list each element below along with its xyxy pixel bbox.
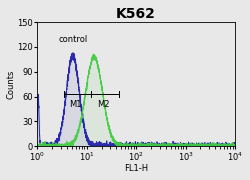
Text: M2: M2 xyxy=(97,100,109,109)
Text: M1: M1 xyxy=(70,100,82,109)
X-axis label: FL1-H: FL1-H xyxy=(124,164,148,173)
Text: control: control xyxy=(58,35,87,44)
Y-axis label: Counts: Counts xyxy=(7,69,16,99)
Title: K562: K562 xyxy=(116,7,156,21)
